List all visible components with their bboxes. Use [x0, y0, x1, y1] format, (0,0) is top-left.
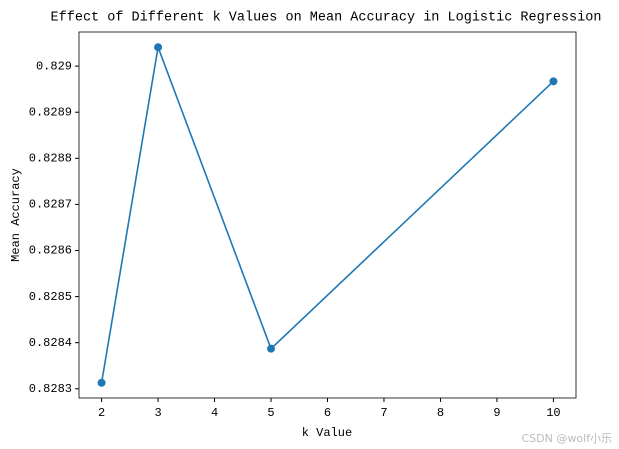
y-tick-label: 0.8284: [29, 336, 72, 350]
point: [549, 77, 558, 86]
point: [267, 344, 276, 353]
x-tick-label: 3: [154, 406, 161, 420]
plot-frame: [78, 31, 577, 399]
y-tick-label: 0.8286: [29, 244, 72, 258]
y-tick-label: 0.8283: [29, 382, 72, 396]
x-axis-label: k Value: [302, 426, 352, 440]
y-tick-label: 0.8285: [29, 290, 72, 304]
y-tick-label: 0.829: [36, 59, 72, 73]
x-tick-label: 10: [546, 406, 560, 420]
x-tick-label: 7: [380, 406, 387, 420]
watermark: CSDN @wolf小乐: [521, 432, 612, 445]
y-axis-label: Mean Accuracy: [9, 168, 23, 262]
point: [97, 378, 106, 387]
line: [100, 44, 554, 383]
y-tick-label: 0.8288: [29, 151, 72, 165]
x-tick-label: 5: [267, 406, 274, 420]
point: [154, 43, 163, 52]
x-tick-label: 2: [98, 406, 105, 420]
x-tick-label: 8: [437, 406, 444, 420]
x-tick-label: 9: [493, 406, 500, 420]
y-tick-label: 0.8287: [29, 198, 72, 212]
x-tick-label: 6: [324, 406, 331, 420]
x-tick-label: 4: [211, 406, 218, 420]
chart-title: Effect of Different k Values on Mean Acc…: [51, 11, 602, 26]
y-tick-label: 0.8289: [29, 105, 72, 119]
